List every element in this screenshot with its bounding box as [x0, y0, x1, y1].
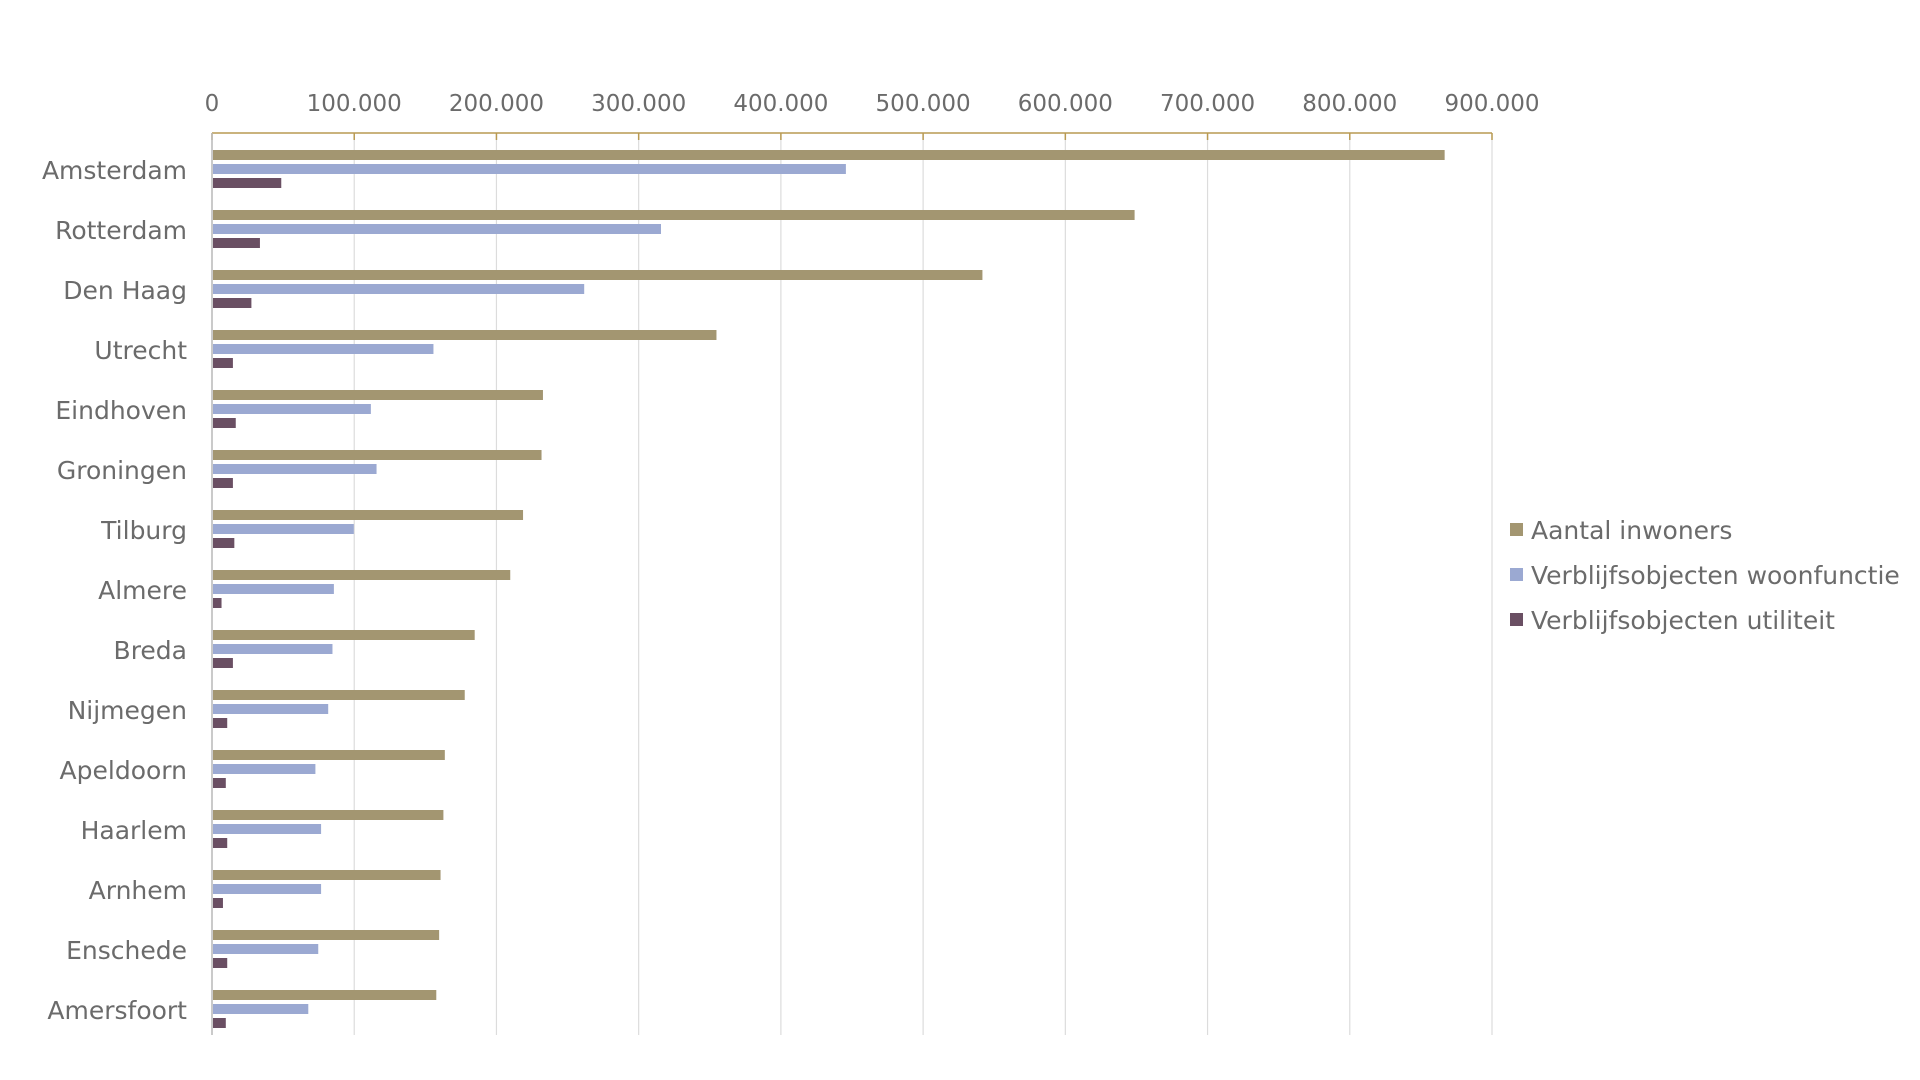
bar [213, 224, 661, 234]
category-label: Amersfoort [47, 996, 187, 1025]
bar [213, 690, 465, 700]
legend-label: Verblijfsobjecten woonfunctie [1531, 561, 1900, 590]
x-tick-label: 300.000 [591, 91, 686, 117]
category-label: Apeldoorn [60, 756, 187, 785]
bar [213, 750, 445, 760]
bar [213, 404, 371, 414]
bar [213, 538, 235, 548]
bar [213, 164, 846, 174]
bars [213, 150, 1445, 1028]
legend-label: Aantal inwoners [1531, 516, 1732, 545]
x-tick-label: 500.000 [876, 91, 971, 117]
legend-label: Verblijfsobjecten utiliteit [1531, 606, 1835, 635]
bar [213, 450, 542, 460]
bar [213, 630, 475, 640]
bar [213, 478, 233, 488]
category-label: Tilburg [100, 516, 187, 545]
bar [213, 1004, 309, 1014]
bar [213, 824, 322, 834]
bar [213, 390, 543, 400]
category-label: Rotterdam [55, 216, 187, 245]
category-label: Den Haag [63, 276, 187, 305]
category-label: Haarlem [81, 816, 187, 845]
category-label: Eindhoven [55, 396, 187, 425]
bar [213, 930, 440, 940]
category-label: Amsterdam [42, 156, 187, 185]
bar [213, 238, 260, 248]
category-label: Groningen [57, 456, 187, 485]
x-tick-label: 900.000 [1444, 91, 1539, 117]
bar [213, 510, 524, 520]
bar [213, 270, 983, 280]
legend-swatch [1510, 613, 1523, 626]
x-tick-label: 100.000 [307, 91, 402, 117]
category-label: Enschede [66, 936, 187, 965]
bar [213, 178, 282, 188]
bar [213, 418, 236, 428]
bar [213, 524, 354, 534]
bar [213, 464, 377, 474]
bar [213, 358, 233, 368]
bar [213, 810, 444, 820]
category-label: Utrecht [94, 336, 187, 365]
legend-swatch [1510, 523, 1523, 536]
bar [213, 838, 228, 848]
category-label: Breda [114, 636, 187, 665]
x-tick-label: 800.000 [1302, 91, 1397, 117]
gridlines [353, 133, 1493, 1035]
category-label: Nijmegen [68, 696, 187, 725]
bar [213, 644, 333, 654]
legend-swatch [1510, 568, 1523, 581]
bar [213, 718, 228, 728]
x-tick-label: 400.000 [733, 91, 828, 117]
x-axis: 0 100.000 200.000 300.000 400.000 500.000 600.… [205, 91, 1540, 1035]
x-tick-label: 600.000 [1018, 91, 1113, 117]
bar [213, 298, 252, 308]
bar [213, 898, 223, 908]
bar [213, 958, 228, 968]
category-label: Almere [98, 576, 187, 605]
x-tick-label: 0 [205, 91, 220, 117]
bar [213, 658, 233, 668]
bar [213, 584, 334, 594]
legend: Aantal inwoners Verblijfsobjecten woonfun… [1510, 516, 1900, 635]
bar [213, 330, 717, 340]
bar [213, 704, 329, 714]
bar [213, 778, 226, 788]
bar [213, 284, 585, 294]
x-tick-label: 200.000 [449, 91, 544, 117]
bar [213, 598, 222, 608]
bar [213, 884, 322, 894]
bar [213, 944, 319, 954]
bar [213, 150, 1445, 160]
bar [213, 570, 511, 580]
category-labels: Amsterdam Rotterdam Den Haag Utrecht Eindhov… [42, 156, 187, 1025]
bar [213, 210, 1135, 220]
x-tick-label: 700.000 [1160, 91, 1255, 117]
bar [213, 764, 316, 774]
bar [213, 1018, 226, 1028]
bar [213, 870, 441, 880]
category-label: Arnhem [89, 876, 187, 905]
bar [213, 990, 437, 1000]
bar [213, 344, 434, 354]
